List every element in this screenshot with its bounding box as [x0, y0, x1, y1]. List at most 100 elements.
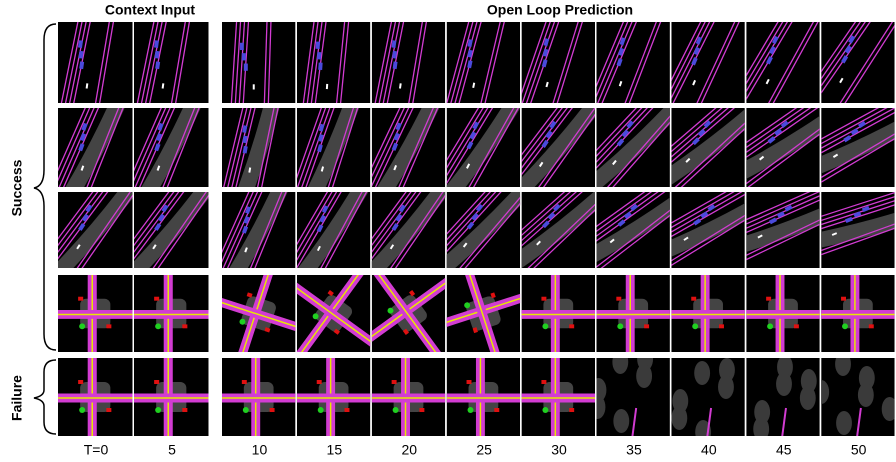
- lane: [171, 22, 194, 103]
- scene-tile: [296, 22, 371, 103]
- agent: [155, 407, 162, 413]
- roads: [222, 108, 284, 187]
- roads: [671, 22, 745, 103]
- roads: [753, 358, 817, 436]
- agent: [464, 302, 471, 309]
- lane: [475, 22, 505, 103]
- timestep-label: 50: [851, 442, 867, 458]
- ego: [765, 78, 770, 85]
- lane: [154, 108, 201, 187]
- roads: [446, 358, 521, 436]
- lane: [446, 108, 497, 187]
- scene-tile: [821, 192, 895, 268]
- lane: [267, 22, 272, 103]
- scene-tile: [371, 275, 446, 352]
- scene-tile: [222, 22, 296, 103]
- scene-tile: [222, 108, 296, 187]
- road-surface: [134, 108, 206, 187]
- roads: [134, 358, 209, 436]
- lane: [446, 192, 513, 268]
- lane: [521, 108, 581, 187]
- vehicle: [81, 213, 89, 222]
- noise-blob: [881, 397, 895, 421]
- signal: [766, 296, 772, 301]
- lane: [446, 108, 504, 187]
- lane: [393, 108, 443, 187]
- timestep-label: 30: [551, 442, 567, 458]
- signal: [78, 380, 84, 384]
- lane: [371, 108, 416, 187]
- lane: [58, 192, 117, 268]
- lane: [821, 122, 895, 186]
- signal: [490, 292, 496, 299]
- lane: [134, 192, 193, 268]
- lane: [746, 22, 793, 103]
- vehicle: [392, 50, 397, 59]
- lane: [829, 22, 895, 103]
- lane: [671, 204, 745, 268]
- roads: [134, 108, 206, 187]
- lane: [134, 108, 173, 187]
- road-surface: [222, 192, 293, 268]
- vehicle: [841, 55, 849, 64]
- roads: [746, 192, 820, 267]
- noise-blob: [835, 358, 851, 376]
- lane: [596, 192, 670, 254]
- vehicle: [780, 120, 789, 129]
- roads: [596, 22, 666, 103]
- scene-tile: [821, 108, 895, 187]
- lane: [596, 192, 666, 248]
- ego: [683, 236, 689, 241]
- lane: [263, 22, 268, 103]
- vehicle: [545, 130, 553, 139]
- vehicle: [316, 224, 324, 233]
- lane: [746, 108, 820, 173]
- lane: [142, 192, 209, 268]
- scene-tile: [134, 275, 209, 352]
- ego: [692, 79, 697, 86]
- lane: [158, 108, 205, 187]
- ego: [685, 157, 691, 163]
- lane: [252, 108, 279, 187]
- lane: [746, 22, 797, 103]
- vehicle: [472, 121, 480, 130]
- roads: [821, 275, 895, 352]
- tile-grid: [58, 22, 895, 436]
- lane: [91, 22, 114, 103]
- vehicle: [154, 223, 162, 231]
- vehicle: [391, 223, 399, 231]
- lane: [446, 192, 510, 265]
- ego: [612, 159, 617, 166]
- lane: [597, 108, 670, 187]
- agent: [155, 323, 162, 330]
- lane: [66, 192, 133, 268]
- lane: [446, 192, 507, 263]
- noise-blob: [718, 375, 734, 399]
- road-surface: [521, 192, 595, 268]
- roads: [58, 358, 133, 436]
- lane: [671, 22, 714, 103]
- lane: [446, 108, 501, 187]
- lane: [452, 192, 521, 268]
- roads: [296, 192, 371, 268]
- lane: [616, 22, 663, 103]
- lane: [371, 108, 420, 187]
- vehicle: [157, 213, 165, 222]
- scene-tile: [446, 275, 521, 352]
- road-surface: [746, 109, 820, 186]
- roads: [296, 108, 364, 187]
- roads: [596, 358, 654, 436]
- lane: [300, 108, 342, 187]
- ego: [831, 232, 838, 236]
- vehicle: [861, 205, 870, 213]
- vehicle: [766, 56, 773, 65]
- ego: [325, 83, 329, 90]
- vehicle: [81, 122, 88, 131]
- lane: [58, 108, 97, 187]
- roads: [746, 108, 820, 187]
- signal: [719, 324, 724, 329]
- lane: [671, 192, 745, 241]
- lane: [371, 192, 430, 268]
- lane: [521, 108, 575, 183]
- noise-blob: [799, 386, 816, 410]
